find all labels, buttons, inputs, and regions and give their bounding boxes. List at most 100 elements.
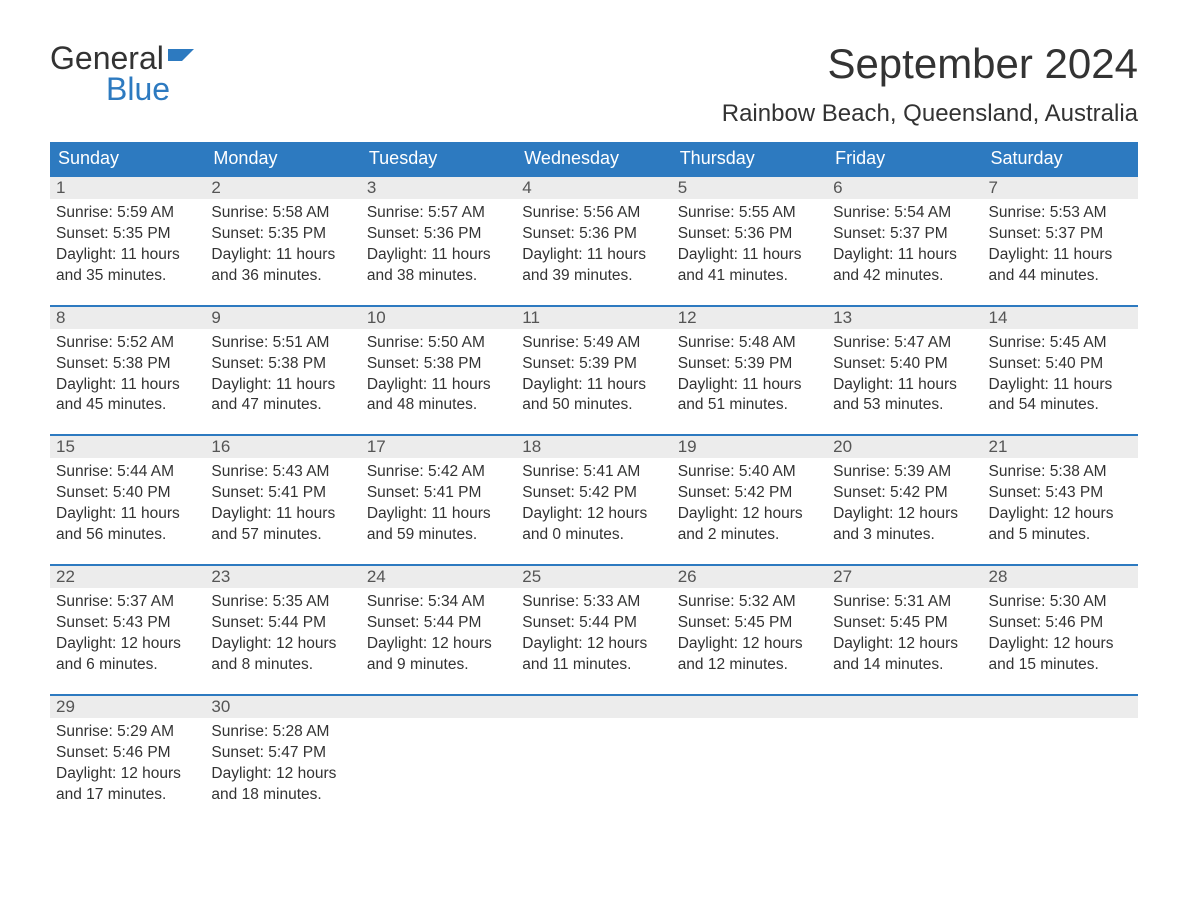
day-number: 15 (50, 434, 205, 458)
sunset-line: Sunset: 5:44 PM (367, 613, 510, 634)
calendar-cell (827, 694, 982, 824)
sunrise-line: Sunrise: 5:48 AM (678, 333, 821, 354)
daylight-line-2: and 18 minutes. (211, 785, 354, 806)
day-details: Sunrise: 5:52 AMSunset: 5:38 PMDaylight:… (50, 329, 205, 417)
day-number: 27 (827, 564, 982, 588)
calendar-cell: 4Sunrise: 5:56 AMSunset: 5:36 PMDaylight… (516, 175, 671, 305)
sunset-line: Sunset: 5:42 PM (522, 483, 665, 504)
day-number: 8 (50, 305, 205, 329)
daylight-line-2: and 54 minutes. (989, 395, 1132, 416)
daylight-line-2: and 0 minutes. (522, 525, 665, 546)
daylight-line-2: and 6 minutes. (56, 655, 199, 676)
daylight-line-1: Daylight: 11 hours (522, 375, 665, 396)
day-details: Sunrise: 5:53 AMSunset: 5:37 PMDaylight:… (983, 199, 1138, 287)
calendar-cell (516, 694, 671, 824)
daylight-line-1: Daylight: 12 hours (989, 504, 1132, 525)
calendar-cell: 19Sunrise: 5:40 AMSunset: 5:42 PMDayligh… (672, 434, 827, 564)
calendar-head: SundayMondayTuesdayWednesdayThursdayFrid… (50, 142, 1138, 175)
daylight-line-1: Daylight: 12 hours (678, 634, 821, 655)
daylight-line-1: Daylight: 12 hours (56, 634, 199, 655)
sunrise-line: Sunrise: 5:37 AM (56, 592, 199, 613)
day-details: Sunrise: 5:54 AMSunset: 5:37 PMDaylight:… (827, 199, 982, 287)
day-details: Sunrise: 5:55 AMSunset: 5:36 PMDaylight:… (672, 199, 827, 287)
sunrise-line: Sunrise: 5:58 AM (211, 203, 354, 224)
daylight-line-2: and 51 minutes. (678, 395, 821, 416)
daylight-line-1: Daylight: 12 hours (56, 764, 199, 785)
daylight-line-1: Daylight: 12 hours (522, 634, 665, 655)
day-number: 3 (361, 175, 516, 199)
day-number: 9 (205, 305, 360, 329)
calendar-cell: 18Sunrise: 5:41 AMSunset: 5:42 PMDayligh… (516, 434, 671, 564)
sunset-line: Sunset: 5:46 PM (989, 613, 1132, 634)
calendar-cell: 27Sunrise: 5:31 AMSunset: 5:45 PMDayligh… (827, 564, 982, 694)
daylight-line-2: and 41 minutes. (678, 266, 821, 287)
daylight-line-1: Daylight: 11 hours (211, 504, 354, 525)
day-details: Sunrise: 5:50 AMSunset: 5:38 PMDaylight:… (361, 329, 516, 417)
sunrise-line: Sunrise: 5:38 AM (989, 462, 1132, 483)
empty-day-bar (516, 694, 671, 718)
sunset-line: Sunset: 5:37 PM (833, 224, 976, 245)
day-number: 19 (672, 434, 827, 458)
empty-day-bar (672, 694, 827, 718)
daylight-line-1: Daylight: 11 hours (833, 245, 976, 266)
sunset-line: Sunset: 5:43 PM (56, 613, 199, 634)
day-number: 13 (827, 305, 982, 329)
sunrise-line: Sunrise: 5:31 AM (833, 592, 976, 613)
flag-icon (168, 40, 198, 77)
sunrise-line: Sunrise: 5:30 AM (989, 592, 1132, 613)
sunrise-line: Sunrise: 5:59 AM (56, 203, 199, 224)
sunrise-line: Sunrise: 5:53 AM (989, 203, 1132, 224)
daylight-line-1: Daylight: 12 hours (367, 634, 510, 655)
sunset-line: Sunset: 5:36 PM (678, 224, 821, 245)
calendar-cell: 11Sunrise: 5:49 AMSunset: 5:39 PMDayligh… (516, 305, 671, 435)
sunrise-line: Sunrise: 5:41 AM (522, 462, 665, 483)
day-number: 10 (361, 305, 516, 329)
sunset-line: Sunset: 5:44 PM (522, 613, 665, 634)
calendar-cell: 28Sunrise: 5:30 AMSunset: 5:46 PMDayligh… (983, 564, 1138, 694)
daylight-line-1: Daylight: 11 hours (367, 245, 510, 266)
sunset-line: Sunset: 5:38 PM (367, 354, 510, 375)
day-number: 4 (516, 175, 671, 199)
day-details: Sunrise: 5:32 AMSunset: 5:45 PMDaylight:… (672, 588, 827, 676)
day-details: Sunrise: 5:38 AMSunset: 5:43 PMDaylight:… (983, 458, 1138, 546)
sunset-line: Sunset: 5:38 PM (211, 354, 354, 375)
day-details: Sunrise: 5:44 AMSunset: 5:40 PMDaylight:… (50, 458, 205, 546)
calendar-cell: 1Sunrise: 5:59 AMSunset: 5:35 PMDaylight… (50, 175, 205, 305)
day-details: Sunrise: 5:58 AMSunset: 5:35 PMDaylight:… (205, 199, 360, 287)
sunrise-line: Sunrise: 5:49 AM (522, 333, 665, 354)
daylight-line-1: Daylight: 12 hours (678, 504, 821, 525)
daylight-line-1: Daylight: 11 hours (367, 375, 510, 396)
header: General Blue September 2024 Rainbow Beac… (50, 40, 1138, 128)
sunset-line: Sunset: 5:40 PM (833, 354, 976, 375)
calendar-cell: 2Sunrise: 5:58 AMSunset: 5:35 PMDaylight… (205, 175, 360, 305)
daylight-line-2: and 12 minutes. (678, 655, 821, 676)
daylight-line-2: and 17 minutes. (56, 785, 199, 806)
daylight-line-1: Daylight: 11 hours (56, 245, 199, 266)
daylight-line-2: and 8 minutes. (211, 655, 354, 676)
calendar-cell: 12Sunrise: 5:48 AMSunset: 5:39 PMDayligh… (672, 305, 827, 435)
sunset-line: Sunset: 5:39 PM (678, 354, 821, 375)
day-details: Sunrise: 5:35 AMSunset: 5:44 PMDaylight:… (205, 588, 360, 676)
sunset-line: Sunset: 5:45 PM (833, 613, 976, 634)
day-details: Sunrise: 5:33 AMSunset: 5:44 PMDaylight:… (516, 588, 671, 676)
sunrise-line: Sunrise: 5:52 AM (56, 333, 199, 354)
sunset-line: Sunset: 5:40 PM (989, 354, 1132, 375)
day-details: Sunrise: 5:47 AMSunset: 5:40 PMDaylight:… (827, 329, 982, 417)
daylight-line-2: and 3 minutes. (833, 525, 976, 546)
day-number: 30 (205, 694, 360, 718)
calendar-cell: 14Sunrise: 5:45 AMSunset: 5:40 PMDayligh… (983, 305, 1138, 435)
day-number: 6 (827, 175, 982, 199)
day-details: Sunrise: 5:34 AMSunset: 5:44 PMDaylight:… (361, 588, 516, 676)
weekday-header: Sunday (50, 142, 205, 175)
calendar-cell: 23Sunrise: 5:35 AMSunset: 5:44 PMDayligh… (205, 564, 360, 694)
day-details: Sunrise: 5:49 AMSunset: 5:39 PMDaylight:… (516, 329, 671, 417)
calendar-page: General Blue September 2024 Rainbow Beac… (0, 0, 1188, 918)
day-number: 12 (672, 305, 827, 329)
daylight-line-2: and 47 minutes. (211, 395, 354, 416)
day-number: 23 (205, 564, 360, 588)
weekday-header: Tuesday (361, 142, 516, 175)
sunrise-line: Sunrise: 5:47 AM (833, 333, 976, 354)
calendar-cell: 13Sunrise: 5:47 AMSunset: 5:40 PMDayligh… (827, 305, 982, 435)
sunset-line: Sunset: 5:43 PM (989, 483, 1132, 504)
daylight-line-2: and 15 minutes. (989, 655, 1132, 676)
